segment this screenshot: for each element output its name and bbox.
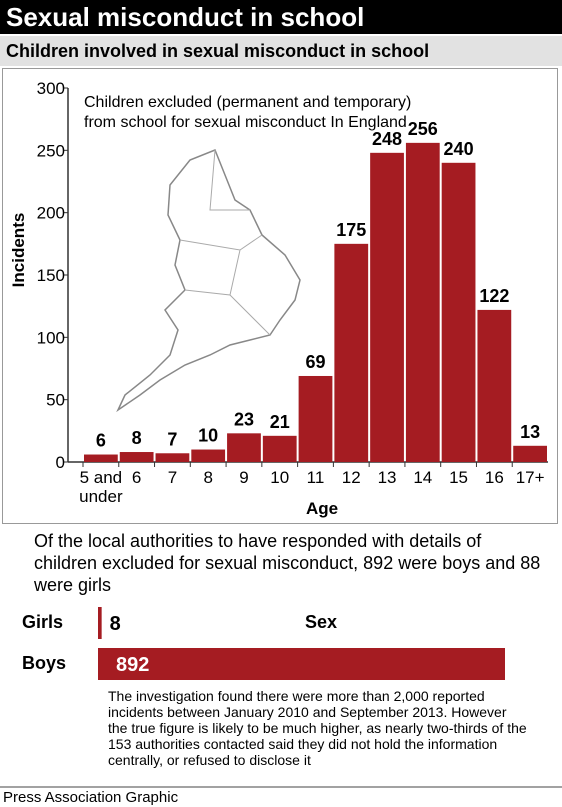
bar — [298, 375, 333, 462]
x-tick-label: 11 — [306, 468, 325, 487]
bar — [155, 453, 190, 462]
bar — [262, 435, 297, 462]
map-regions — [179, 149, 271, 336]
value-label: 248 — [372, 129, 402, 149]
chart-frame — [2, 68, 558, 524]
x-tick-label: 14 — [413, 468, 433, 487]
y-tick-label: 300 — [37, 79, 65, 98]
value-label: 8 — [110, 613, 121, 635]
x-tick-label: 9 — [239, 468, 249, 487]
x-tick-label: 15 — [449, 468, 469, 487]
credit: Press Association Graphic — [3, 789, 179, 806]
value-label: 175 — [336, 220, 366, 240]
subtitle-bar — [0, 36, 562, 66]
x-tick-label: 12 — [341, 468, 361, 487]
x-tick-label: 10 — [270, 468, 290, 487]
subtitle: Children involved in sexual misconduct i… — [6, 41, 430, 61]
value-label: 8 — [132, 428, 142, 448]
y-tick-label: 250 — [37, 141, 65, 160]
value-label: 6 — [96, 431, 106, 451]
bar — [119, 452, 154, 462]
value-label: 13 — [520, 422, 540, 442]
bar — [405, 142, 440, 462]
value-label: 21 — [270, 412, 290, 432]
value-label: 122 — [479, 286, 509, 306]
bar — [513, 445, 547, 462]
x-tick-label: 7 — [167, 468, 178, 487]
x-tick-label: 6 — [131, 468, 142, 487]
bar — [477, 309, 512, 462]
annotation: Children excluded (permanent and tempora… — [84, 94, 412, 131]
sex-title: Sex — [305, 612, 337, 632]
x-tick-label: 5 and under — [79, 468, 123, 506]
title: Sexual misconduct in school — [6, 2, 365, 32]
y-axis-label: Incidents — [9, 213, 28, 288]
value-label: 240 — [444, 139, 474, 159]
row-label: Boys — [22, 653, 67, 673]
y-tick-label: 50 — [46, 391, 65, 410]
bar — [84, 454, 118, 462]
value-label: 10 — [198, 426, 218, 446]
row-label: Girls — [22, 612, 64, 632]
bar — [227, 433, 261, 462]
bar — [370, 152, 404, 462]
value-label: 892 — [116, 654, 149, 676]
y-tick-label: 0 — [56, 453, 65, 472]
note: The investigation found there were more … — [108, 688, 527, 768]
x-tick-label: 16 — [484, 468, 504, 487]
paragraph: Of the local authorities to have respond… — [34, 531, 541, 595]
bar — [98, 607, 102, 639]
bar — [441, 162, 476, 463]
title-bar — [0, 0, 562, 34]
value-label: 7 — [167, 429, 177, 449]
x-tick-label: 17+ — [515, 468, 545, 487]
england-map — [116, 149, 301, 413]
y-tick-label: 150 — [37, 266, 65, 285]
bar — [98, 648, 505, 680]
x-axis-label: Age — [306, 499, 338, 518]
bar — [334, 243, 369, 462]
value-label: 256 — [408, 119, 438, 139]
y-tick-label: 100 — [37, 328, 65, 347]
value-label: 69 — [305, 352, 325, 372]
x-tick-label: 8 — [203, 468, 213, 487]
bar — [191, 449, 226, 462]
x-tick-label: 13 — [377, 468, 397, 487]
y-tick-label: 200 — [37, 204, 65, 223]
value-label: 23 — [234, 409, 254, 429]
